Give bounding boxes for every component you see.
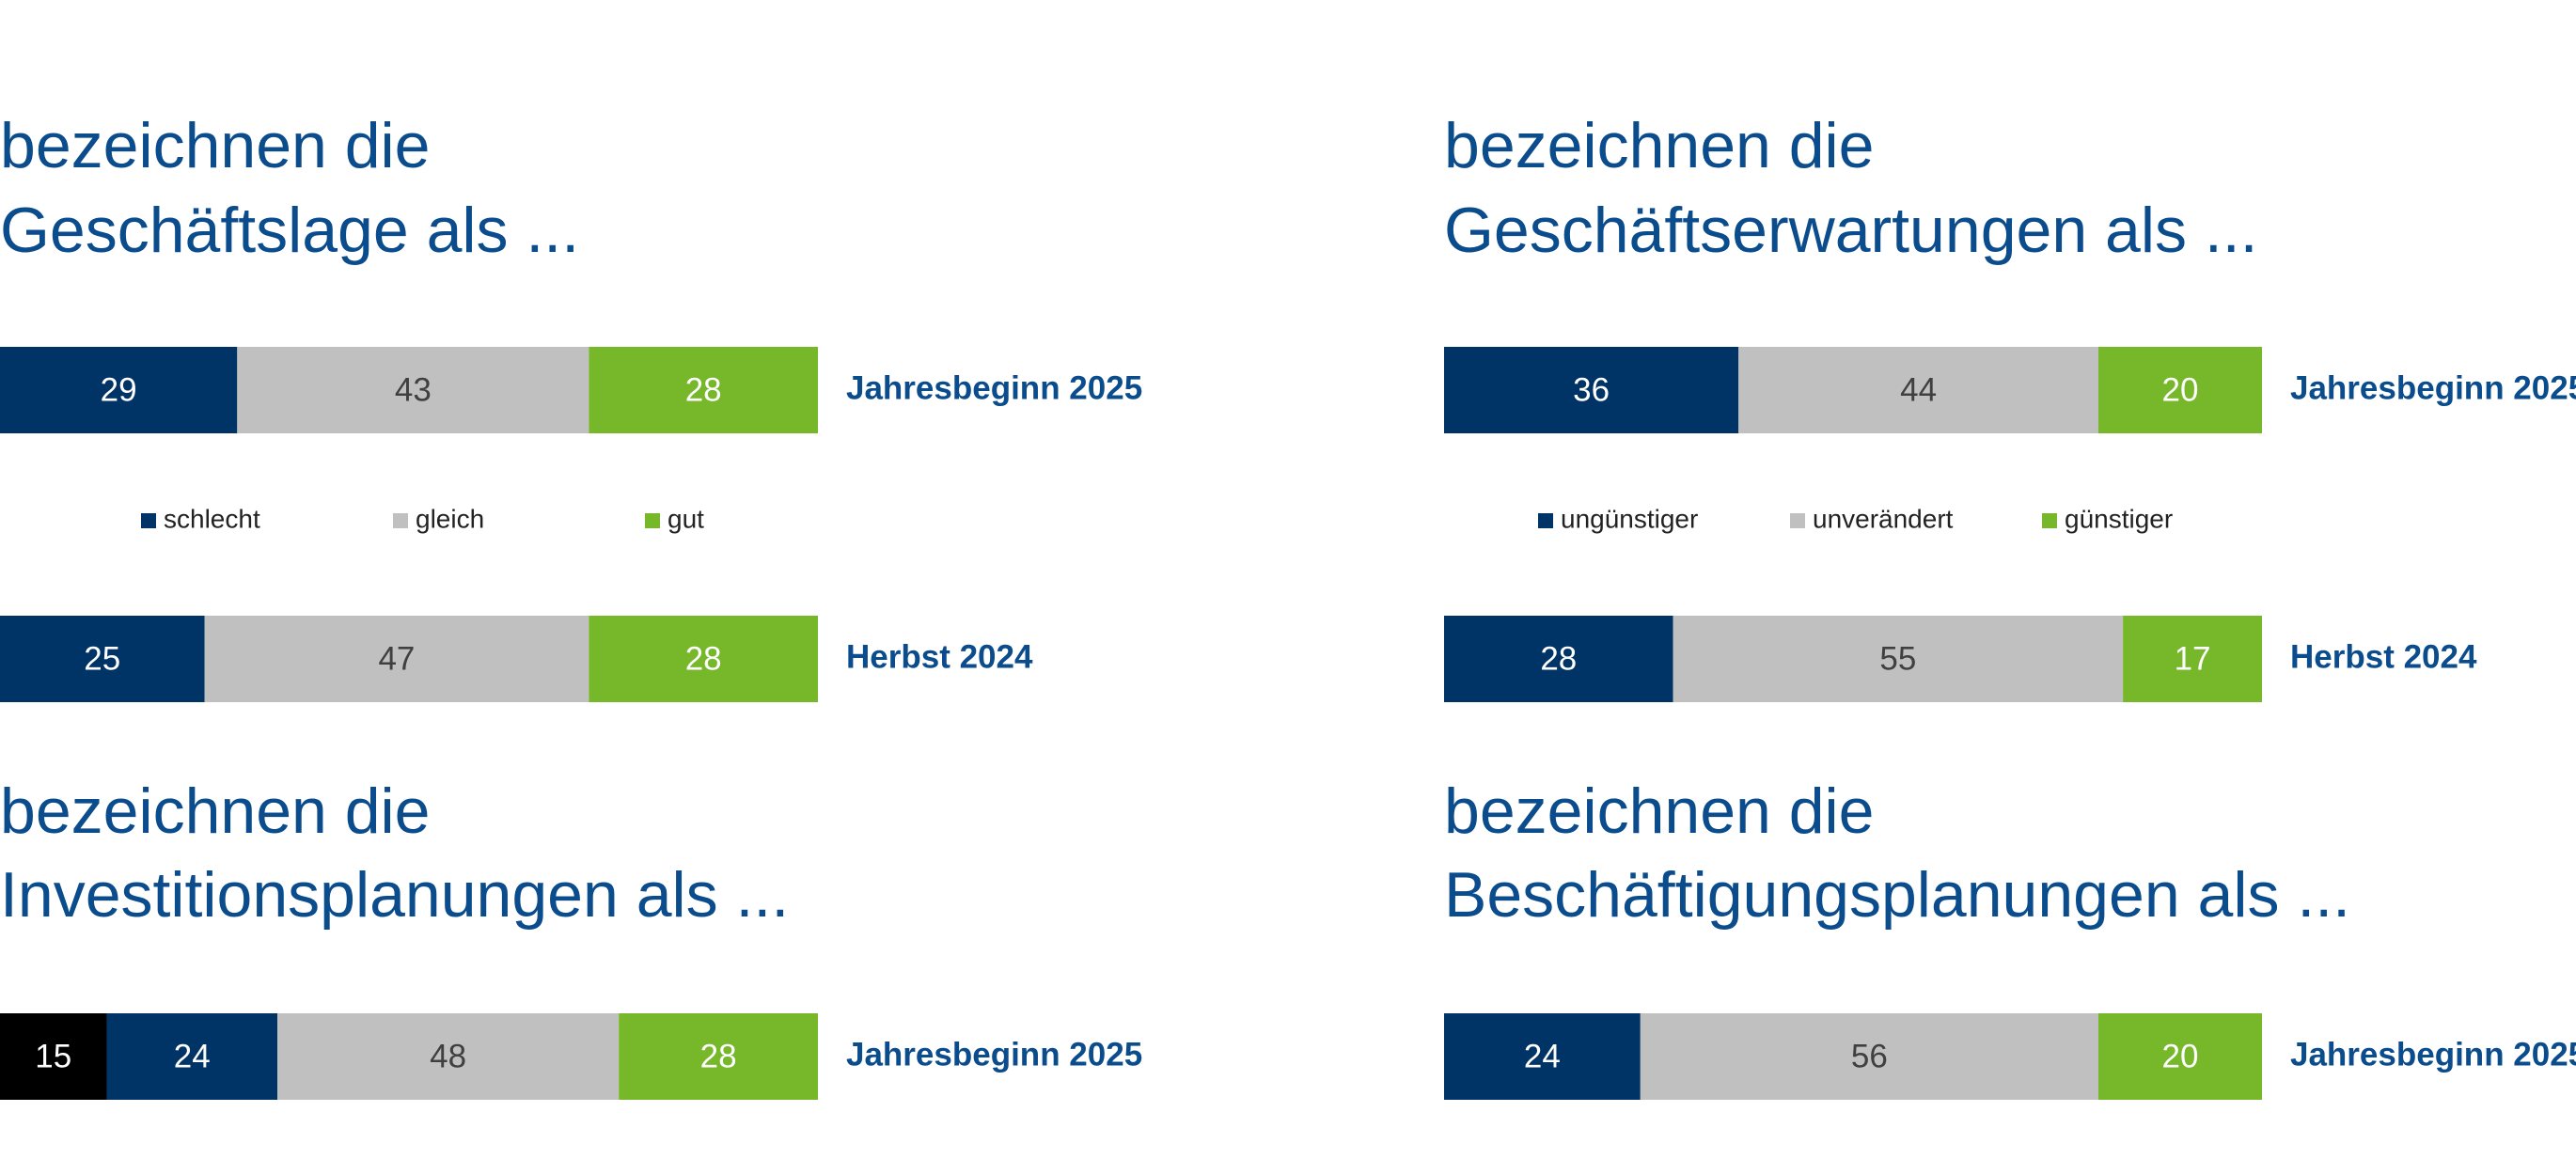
bar-segment xyxy=(106,1013,278,1100)
row-label: Herbst 2024 xyxy=(2290,638,2477,675)
chart-title: bezeichnen die xyxy=(1444,110,1874,181)
legend-label: günstiger xyxy=(2065,504,2173,533)
legend-swatch xyxy=(645,513,660,528)
value-label: 47 xyxy=(378,640,415,677)
bar-segment xyxy=(1673,616,2124,702)
chart-title: Beschäftigungsplanungen als ... xyxy=(1444,859,2350,931)
bar-segment xyxy=(1444,347,1739,433)
bar-segment xyxy=(204,616,589,702)
row-label: Jahresbeginn 2025 xyxy=(2290,369,2576,406)
bar-segment xyxy=(1444,616,1673,702)
legend-label: schlecht xyxy=(164,504,260,533)
bar-segment xyxy=(277,1013,620,1100)
chart-title: Geschäftserwartungen als ... xyxy=(1444,195,2258,266)
value-label: 25 xyxy=(84,640,120,677)
value-label: 48 xyxy=(430,1038,466,1074)
legend-swatch xyxy=(1538,513,1553,528)
value-label: 43 xyxy=(395,371,432,408)
bar-segment xyxy=(0,616,205,702)
legend-label: unverändert xyxy=(1813,504,1954,533)
value-label: 20 xyxy=(2162,371,2199,408)
bar-segment xyxy=(2098,1013,2262,1100)
row-label: Jahresbeginn 2025 xyxy=(846,369,1142,406)
bar-segment xyxy=(619,1013,818,1100)
legend-label: gleich xyxy=(416,504,484,533)
chart-title: bezeichnen die xyxy=(1444,775,1874,847)
bar-segment xyxy=(237,347,589,433)
legend-swatch xyxy=(2042,513,2057,528)
value-label: 28 xyxy=(685,640,722,677)
value-label: 28 xyxy=(700,1038,737,1074)
value-label: 29 xyxy=(101,371,137,408)
legend-label: ungünstiger xyxy=(1561,504,1698,533)
value-label: 56 xyxy=(1851,1038,1888,1074)
row-label: Herbst 2024 xyxy=(846,638,1033,675)
value-label: 24 xyxy=(1524,1038,1561,1074)
value-label: 28 xyxy=(1540,640,1577,677)
chart-title: bezeichnen die xyxy=(0,110,430,181)
row-label: Jahresbeginn 2025 xyxy=(2290,1036,2576,1073)
bar-segment xyxy=(0,347,238,433)
value-label: 20 xyxy=(2162,1038,2199,1074)
value-label: 28 xyxy=(685,371,722,408)
value-label: 36 xyxy=(1573,371,1610,408)
bar-segment xyxy=(1738,347,2098,433)
chart-title: Geschäftslage als ... xyxy=(0,195,579,266)
bar-segment xyxy=(589,616,818,702)
bar-segment xyxy=(1640,1013,2098,1100)
row-label: Jahresbeginn 2025 xyxy=(846,1036,1142,1073)
value-label: 15 xyxy=(35,1038,71,1074)
bar-segment xyxy=(2098,347,2262,433)
value-label: 17 xyxy=(2175,640,2211,677)
chart-title: Investitionsplanungen als ... xyxy=(0,859,789,931)
legend-swatch xyxy=(1790,513,1805,528)
value-label: 55 xyxy=(1879,640,1916,677)
legend-label: gut xyxy=(668,504,704,533)
value-label: 44 xyxy=(1900,371,1937,408)
bar-segment xyxy=(589,347,818,433)
legend-swatch xyxy=(141,513,156,528)
bar-segment xyxy=(0,1013,107,1100)
value-label: 24 xyxy=(174,1038,211,1074)
chart-title: bezeichnen die xyxy=(0,775,430,847)
bar-segment xyxy=(2123,616,2262,702)
legend-swatch xyxy=(393,513,408,528)
bar-segment xyxy=(1444,1013,1641,1100)
